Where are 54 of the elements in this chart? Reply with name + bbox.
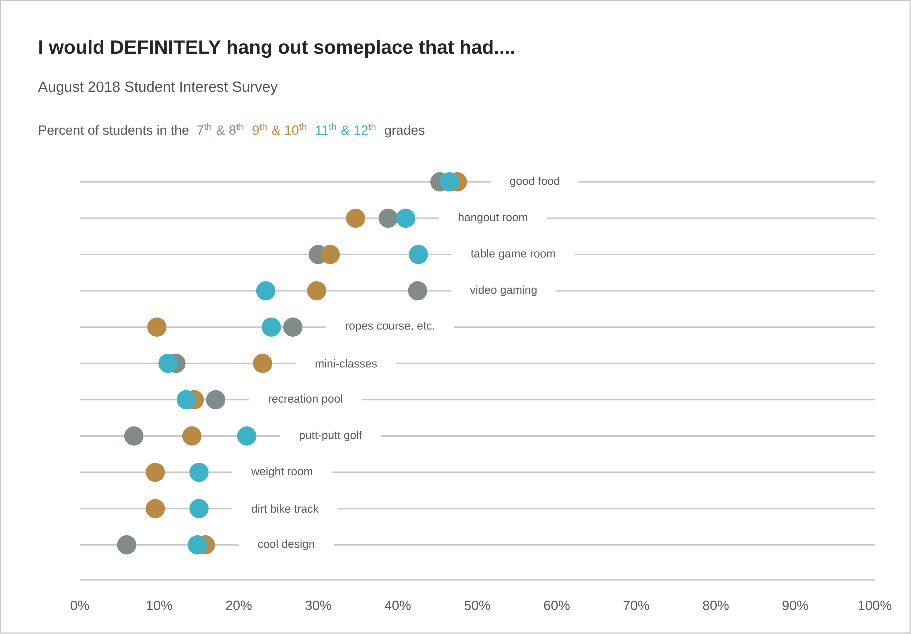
point xyxy=(320,245,340,264)
x-tick-label: 0% xyxy=(70,600,90,610)
x-tick-label: 30% xyxy=(306,600,332,610)
point xyxy=(378,208,398,228)
y-tick-label: ropes course, etc. xyxy=(346,322,434,332)
y-tick-label: table game room xyxy=(471,249,556,260)
point xyxy=(440,172,460,192)
point xyxy=(206,390,226,410)
point xyxy=(409,245,428,264)
y-tick-label: mini-classes xyxy=(316,359,378,368)
y-tick-label: good food xyxy=(510,176,560,188)
point xyxy=(283,318,303,337)
x-tick-label: 20% xyxy=(226,600,252,610)
x-tick-label: 40% xyxy=(384,600,411,610)
y-tick-label: dirt bike track xyxy=(252,504,319,513)
legend-title: Percent of students in the xyxy=(39,125,189,136)
y-tick-label: recreation pool xyxy=(268,394,342,406)
point xyxy=(253,354,272,374)
point xyxy=(158,354,178,374)
point xyxy=(346,208,366,228)
x-tick-label: 80% xyxy=(703,600,729,610)
point xyxy=(124,426,144,446)
point xyxy=(190,462,209,482)
point xyxy=(256,281,276,301)
point xyxy=(237,426,257,446)
point xyxy=(148,318,167,337)
point xyxy=(146,499,166,518)
chart-subtitle: August 2018 Student Interest Survey xyxy=(38,81,278,96)
x-tick-label: 60% xyxy=(544,600,570,610)
text: 11$^{th}$ & 12$^{th}$ xyxy=(316,123,376,136)
x-tick-label: 100% xyxy=(858,600,892,610)
point xyxy=(262,318,282,337)
point xyxy=(117,536,137,555)
text: 7$^{th}$ & 8$^{th}$ xyxy=(198,123,244,136)
y-tick-label: hangout room xyxy=(459,213,528,224)
x-tick-label: 50% xyxy=(464,600,490,610)
point xyxy=(408,281,428,301)
text: grades xyxy=(385,125,425,138)
y-tick-label: cool design xyxy=(258,540,314,550)
chart-title: I would DEFINITELY hang out someplace that had.... xyxy=(40,40,514,58)
point xyxy=(396,208,416,228)
y-tick-label: video gaming xyxy=(470,286,537,296)
y-tick-label: weight room xyxy=(252,467,312,478)
point xyxy=(182,426,202,446)
point xyxy=(188,536,208,555)
y-tick-label: putt-putt golf xyxy=(300,430,362,442)
point xyxy=(146,462,166,482)
point xyxy=(307,281,327,301)
text: 9$^{th}$ & 10$^{th}$ xyxy=(252,123,306,136)
point xyxy=(190,499,209,518)
x-tick-label: 10% xyxy=(147,600,172,610)
x-tick-label: 70% xyxy=(624,600,650,610)
point xyxy=(176,390,196,410)
x-tick-label: 90% xyxy=(782,600,808,610)
